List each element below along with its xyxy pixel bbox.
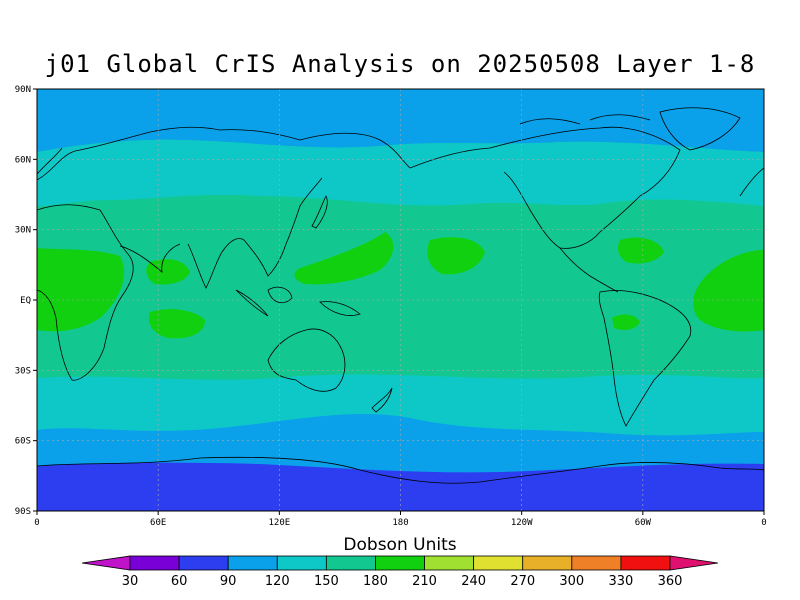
colorbar-tick-label: 120 — [265, 574, 290, 589]
colorbar-swatch — [227, 555, 278, 571]
field-north-mid-band — [37, 139, 764, 206]
map-title: j01 Global CrIS Analysis on 20250508 Lay… — [44, 50, 756, 78]
coast-japan — [311, 195, 328, 229]
colorbar-swatch — [129, 555, 180, 571]
coast-arabia — [119, 243, 181, 273]
colorbar-tick-label: 150 — [314, 574, 339, 589]
lon-tick-label: 60E — [150, 518, 166, 528]
colorbar-tick-label: 360 — [658, 574, 683, 589]
colorbar-tick-label: 90 — [220, 574, 237, 589]
colorbar-swatch — [620, 555, 671, 571]
coast-australia — [267, 328, 346, 392]
coast-south-america — [598, 290, 692, 427]
lat-tick-label: 30S — [15, 366, 31, 376]
colorbar-swatch — [375, 555, 425, 571]
coast-greenland — [659, 107, 741, 151]
coast-arctic-islands — [519, 114, 651, 125]
colorbar-title: Dobson Units — [343, 535, 457, 555]
longitude-axis: 0 60E 120E 180 120W 60W 0 — [34, 511, 767, 528]
field-high-africa — [37, 248, 124, 332]
colorbar-lower-arrow — [81, 555, 131, 571]
coast-eurasia-north — [37, 126, 411, 181]
lat-tick-label: 60N — [15, 155, 31, 165]
colorbar-tick-label: 210 — [412, 574, 437, 589]
latitude-axis: 90N 60N 30N EQ 30S 60S 90S — [15, 85, 37, 517]
lon-tick-label: 180 — [392, 518, 408, 528]
field-high-indian-ocean — [148, 309, 205, 339]
colorbar-tick-label: 30 — [122, 574, 139, 589]
lon-tick-label: 120W — [511, 518, 533, 528]
colorbar-swatch — [178, 555, 229, 571]
colorbar-tick-label: 180 — [363, 574, 388, 589]
lon-tick-label: 60W — [635, 518, 652, 528]
colorbar-upper-arrow — [669, 555, 719, 571]
lat-tick-label: 90S — [15, 507, 31, 517]
lat-tick-label: 90N — [15, 85, 31, 95]
colorbar-swatch — [522, 555, 573, 571]
field-south-polar-band — [37, 462, 764, 511]
colorbar-tick-label: 240 — [461, 574, 486, 589]
field-high-west-pacific — [294, 232, 394, 285]
coast-europe-west — [739, 167, 764, 197]
coast-scandinavia — [37, 147, 63, 175]
coast-newguinea — [319, 301, 361, 316]
coast-sumatra — [235, 289, 269, 317]
map-grid — [37, 89, 764, 511]
colorbar-tick-label: 330 — [608, 574, 633, 589]
colorbar-swatch — [424, 555, 475, 571]
coast-central-america — [559, 247, 619, 293]
field-high-central-pacific — [427, 237, 485, 275]
colorbar-swatch — [473, 555, 524, 571]
coast-borneo — [267, 286, 293, 304]
lon-tick-label: 0 — [34, 518, 39, 528]
lat-tick-label: EQ — [20, 296, 31, 306]
lon-tick-label: 120E — [268, 518, 290, 528]
colorbar-tick-label: 270 — [510, 574, 535, 589]
coast-east-asia — [243, 177, 323, 277]
field-high-atlantic-north — [618, 237, 664, 264]
colorbar-tick-label: 300 — [559, 574, 584, 589]
coast-india — [187, 238, 245, 289]
coast-africa — [37, 204, 134, 381]
lat-tick-label: 60S — [15, 437, 31, 447]
field-high-south-america — [612, 314, 640, 330]
colorbar-swatch — [325, 555, 376, 571]
colorbar-tick-label: 60 — [171, 574, 188, 589]
colorbar-swatch — [276, 555, 327, 571]
lon-tick-label: 0 — [761, 518, 766, 528]
lat-tick-label: 30N — [15, 226, 31, 236]
coast-antarctica — [37, 456, 764, 484]
colorbar: 30 60 90 120 150 180 210 240 270 300 330 360 — [81, 555, 719, 589]
field-high-india — [146, 259, 190, 285]
colorbar-swatch — [571, 555, 622, 571]
coast-newzealand — [371, 387, 393, 413]
field-high-atlantic — [693, 250, 764, 332]
